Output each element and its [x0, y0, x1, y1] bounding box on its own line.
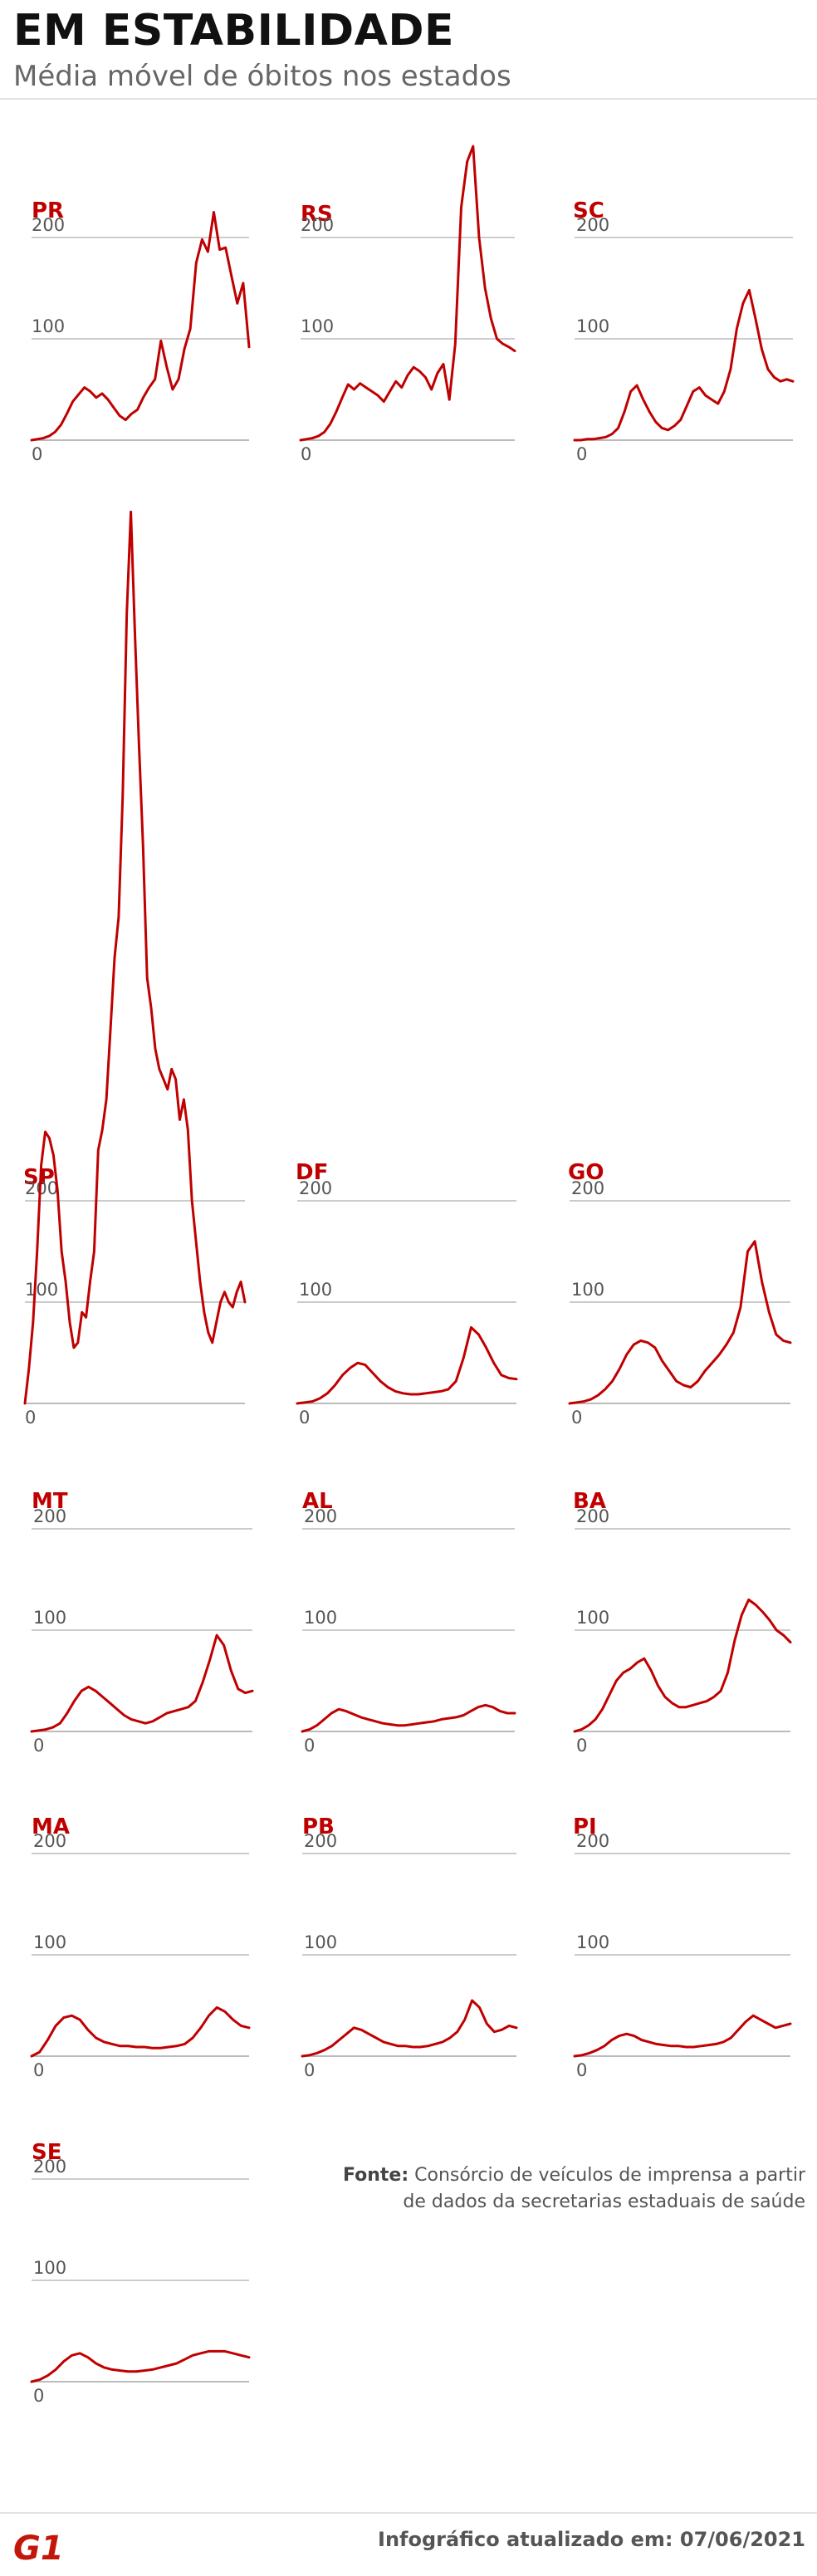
y-tick-rs-200: 200 [301, 215, 334, 235]
page-title: EM ESTABILIDADE [13, 6, 455, 56]
y-tick-se-100: 100 [33, 2258, 66, 2278]
chart-title-se: SE [32, 2140, 62, 2165]
y-tick-ba-0: 0 [576, 1736, 587, 1756]
y-tick-ma-200: 200 [33, 1831, 66, 1851]
chart-panel-df: DF 0 100 200 [296, 1160, 518, 1428]
y-tick-ba-200: 200 [576, 1506, 609, 1526]
source-line-2: de dados da secretarias estaduais de saú… [403, 2192, 805, 2212]
update-label: Infográfico atualizado em: [378, 2528, 673, 2551]
g1-logo-text: G1 [13, 2529, 63, 2564]
chart-panel-go: GO 0 100 200 [568, 1160, 792, 1428]
y-tick-rs-0: 0 [301, 444, 311, 464]
y-tick-sp-0: 0 [25, 1408, 36, 1428]
chart-title-df: DF [296, 1160, 328, 1185]
chart-title-pb: PB [302, 1814, 335, 1839]
chart-title-ba: BA [573, 1489, 606, 1514]
y-tick-sc-100: 100 [576, 316, 609, 336]
y-tick-sp-100: 100 [25, 1280, 58, 1300]
series-line-ba [573, 1598, 792, 1733]
y-tick-ba-100: 100 [576, 1608, 609, 1628]
chart-panel-ba: BA 0 100 200 [573, 1489, 792, 1756]
y-tick-sc-200: 200 [576, 215, 609, 235]
chart-panel-pb: PB 0 100 200 [301, 1814, 518, 2080]
series-line-sp [23, 510, 247, 1405]
chart-title-mt: MT [32, 1489, 68, 1514]
series-line-al [301, 1703, 516, 1733]
g1-logo: G1 [13, 2529, 63, 2564]
y-tick-pb-200: 200 [304, 1831, 337, 1851]
chart-panel-ma: MA 0 100 200 [30, 1814, 251, 2080]
y-tick-al-100: 100 [304, 1608, 337, 1628]
series-line-pb [301, 1999, 518, 2058]
y-tick-rs-100: 100 [301, 316, 334, 336]
y-tick-go-100: 100 [571, 1280, 604, 1300]
y-tick-al-0: 0 [304, 1736, 315, 1756]
series-line-mt [30, 1633, 254, 1733]
y-tick-df-200: 200 [299, 1178, 332, 1198]
chart-title-sc: SC [573, 198, 604, 223]
chart-title-sp: SP [23, 1165, 55, 1190]
y-tick-pr-200: 200 [32, 215, 65, 235]
source-note: Fonte: Consórcio de veículos de imprensa… [343, 2162, 805, 2216]
series-line-ma [30, 2005, 251, 2058]
y-tick-mt-0: 0 [33, 1736, 44, 1756]
y-tick-al-200: 200 [304, 1506, 337, 1526]
chart-panel-al: AL 0 100 200 [301, 1489, 516, 1756]
page-subtitle: Média móvel de óbitos nos estados [13, 60, 511, 93]
y-tick-se-200: 200 [33, 2157, 66, 2177]
series-line-df [296, 1326, 518, 1405]
chart-panel-sc: SC 0 100 200 [573, 198, 795, 464]
y-tick-go-0: 0 [571, 1408, 582, 1428]
series-line-go [568, 1240, 792, 1405]
chart-panel-mt: MT 0 100 200 [30, 1489, 254, 1756]
source-label: Fonte: [342, 2165, 409, 2186]
y-tick-pb-0: 0 [304, 2060, 315, 2080]
chart-title-al: AL [302, 1489, 333, 1514]
chart-title-ma: MA [32, 1814, 70, 1839]
y-tick-pr-0: 0 [32, 444, 42, 464]
y-tick-pi-0: 0 [576, 2060, 587, 2080]
chart-panel-se: SE 0 100 200 [30, 2140, 251, 2406]
series-line-sc [573, 288, 795, 442]
series-line-pr [30, 211, 251, 442]
y-tick-pi-100: 100 [576, 1932, 609, 1952]
series-line-rs [299, 144, 516, 442]
y-tick-mt-100: 100 [33, 1608, 66, 1628]
y-tick-mt-200: 200 [33, 1506, 66, 1526]
chart-title-pi: PI [573, 1814, 597, 1839]
chart-title-go: GO [568, 1160, 604, 1185]
source-line-1: Consórcio de veículos de imprensa a part… [414, 2165, 805, 2186]
y-tick-go-200: 200 [571, 1178, 604, 1198]
y-tick-pi-200: 200 [576, 1831, 609, 1851]
chart-panel-pi: PI 0 100 200 [573, 1814, 792, 2080]
header-divider [0, 98, 817, 100]
header: EM ESTABILIDADE Média móvel de óbitos no… [13, 0, 810, 95]
series-line-se [30, 2349, 251, 2383]
y-tick-pb-100: 100 [304, 1932, 337, 1952]
chart-panel-pr: PR 0 100 200 [30, 198, 251, 464]
y-tick-df-100: 100 [299, 1280, 332, 1300]
update-note: Infográfico atualizado em: 07/06/2021 [378, 2528, 805, 2551]
series-line-pi [573, 2014, 792, 2058]
footer-divider [0, 2512, 817, 2514]
chart-title-pr: PR [32, 198, 64, 223]
y-tick-ma-0: 0 [33, 2060, 44, 2080]
chart-title-rs: RS [301, 202, 333, 227]
y-tick-sc-0: 0 [576, 444, 587, 464]
update-date: 07/06/2021 [679, 2528, 805, 2551]
y-tick-df-0: 0 [299, 1408, 310, 1428]
y-tick-pr-100: 100 [32, 316, 65, 336]
chart-panel-rs: RS 0 100 200 [299, 144, 516, 464]
y-tick-se-0: 0 [33, 2386, 44, 2406]
y-tick-ma-100: 100 [33, 1932, 66, 1952]
